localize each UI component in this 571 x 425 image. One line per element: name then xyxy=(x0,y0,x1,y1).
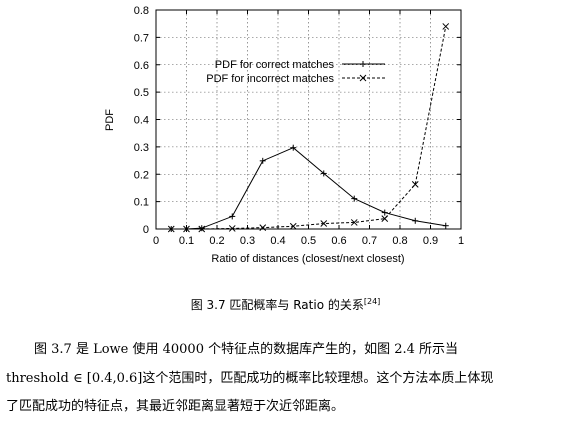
x-tick-label: 0.2 xyxy=(209,235,224,247)
y-tick-label: 0.1 xyxy=(134,197,149,209)
y-tick-label: 0.8 xyxy=(134,5,149,17)
y-axis-label: PDF xyxy=(104,109,116,131)
caption-reference: [24] xyxy=(363,297,381,306)
legend: PDF for correct matches PDF for incorrect… xyxy=(206,59,385,85)
axes xyxy=(155,9,462,230)
data-point xyxy=(228,225,236,232)
data-point xyxy=(259,224,267,231)
x-tick-label: 0.9 xyxy=(423,235,438,247)
y-tick-label: 0.3 xyxy=(134,142,149,154)
y-tick-label: 0.2 xyxy=(134,169,149,181)
x-tick-label: 0 xyxy=(153,235,159,247)
figure-caption: 图 3.7 匹配概率与 Ratio 的关系[24] xyxy=(0,296,571,313)
data-point xyxy=(289,222,297,230)
paragraph-line-1: 图 3.7 是 Lowe 使用 40000 个特征点的数据库产生的，如图 2.4… xyxy=(6,336,571,365)
y-tick-label: 0.6 xyxy=(134,60,149,72)
data-point xyxy=(167,225,175,233)
y-tick-label: 0.7 xyxy=(134,32,149,44)
x-tick-label: 0.3 xyxy=(240,235,255,247)
data-point xyxy=(442,23,450,30)
x-axis-label: Ratio of distances (closest/next closest… xyxy=(211,253,404,265)
tick-labels: 0 0.1 0.2 0.3 0.4 0.5 0.6 0.7 0.8 0.9 1 0 0.1 0.2 0.3 0… xyxy=(134,5,464,247)
x-tick-label: 0.8 xyxy=(392,235,407,247)
data-point xyxy=(183,225,190,233)
caption-text: 匹配概率与 Ratio 的关系 xyxy=(229,298,364,312)
data-point xyxy=(381,215,389,222)
paragraph-line-3: 了匹配成功的特征点，其最近邻距离显著短于次近邻距离。 xyxy=(6,399,345,414)
y-tick-label: 0 xyxy=(143,224,149,236)
caption-label: 图 3.7 xyxy=(190,298,226,312)
legend-label: PDF for incorrect matches xyxy=(206,73,334,85)
legend-marker xyxy=(359,74,367,82)
data-point xyxy=(320,220,328,227)
legend-label: PDF for correct matches xyxy=(215,59,335,71)
series-incorrect-matches xyxy=(167,23,450,233)
x-tick-label: 0.6 xyxy=(331,235,346,247)
x-tick-label: 0.1 xyxy=(179,235,194,247)
y-tick-label: 0.4 xyxy=(134,115,149,127)
paragraph-line-2: threshold ∈ [0.4,0.6]这个范围时，匹配成功的概率比较理想。这… xyxy=(6,370,494,386)
x-tick-label: 0.4 xyxy=(270,235,285,247)
data-point xyxy=(198,225,206,233)
y-tick-label: 0.5 xyxy=(134,87,149,99)
grid-lines xyxy=(156,10,461,229)
x-tick-label: 0.7 xyxy=(362,235,377,247)
paragraph-line-1-text: 图 3.7 是 Lowe 使用 40000 个特征点的数据库产生的，如图 2.4… xyxy=(34,342,459,357)
plot-frame xyxy=(155,9,462,230)
series-line xyxy=(171,147,446,230)
body-paragraph: 图 3.7 是 Lowe 使用 40000 个特征点的数据库产生的，如图 2.4… xyxy=(6,336,571,422)
x-tick-label: 1 xyxy=(458,235,464,247)
data-point xyxy=(411,181,419,188)
data-series xyxy=(167,23,450,233)
data-point xyxy=(350,219,358,226)
pdf-chart: 0 0.1 0.2 0.3 0.4 0.5 0.6 0.7 0.8 0.9 1 0 0.1 0.2 0.3 0… xyxy=(104,5,464,265)
x-tick-label: 0.5 xyxy=(301,235,316,247)
